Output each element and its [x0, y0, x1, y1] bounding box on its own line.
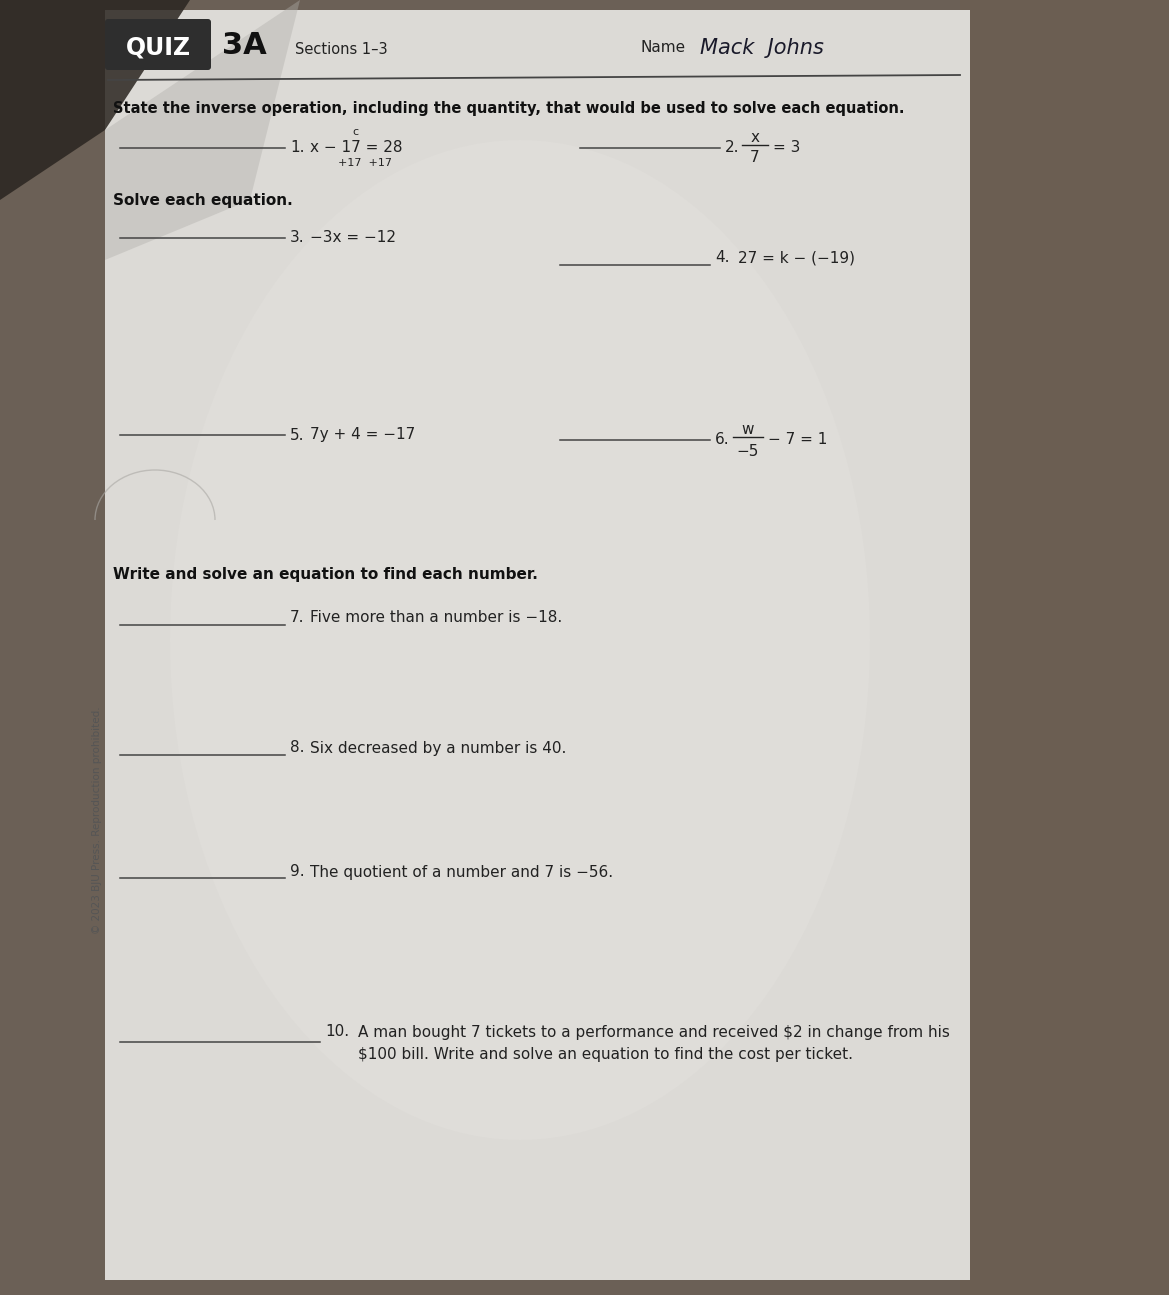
Text: −5: −5 [736, 444, 759, 460]
Polygon shape [105, 0, 300, 260]
Text: −3x = −12: −3x = −12 [310, 231, 396, 246]
Text: QUIZ: QUIZ [125, 35, 191, 60]
Text: Five more than a number is −18.: Five more than a number is −18. [310, 610, 562, 625]
Text: w: w [742, 422, 754, 438]
Text: 7: 7 [750, 150, 760, 166]
Text: Mack  Johns: Mack Johns [700, 38, 824, 58]
Text: x − 17 = 28: x − 17 = 28 [310, 140, 402, 155]
FancyBboxPatch shape [105, 19, 210, 70]
Ellipse shape [170, 140, 870, 1140]
Text: 4.: 4. [715, 250, 729, 265]
Text: 27 = k − (−19): 27 = k − (−19) [738, 250, 855, 265]
Polygon shape [960, 0, 1169, 1295]
Text: x: x [750, 131, 760, 145]
Text: Name: Name [639, 40, 685, 56]
Text: 2.: 2. [725, 140, 740, 155]
Text: 3A: 3A [222, 31, 267, 60]
Text: 7.: 7. [290, 610, 304, 625]
Text: $100 bill. Write and solve an equation to find the cost per ticket.: $100 bill. Write and solve an equation t… [358, 1048, 853, 1062]
Text: Six decreased by a number is 40.: Six decreased by a number is 40. [310, 741, 566, 755]
Text: 6.: 6. [715, 433, 729, 448]
Text: Solve each equation.: Solve each equation. [113, 193, 292, 207]
Text: 10.: 10. [325, 1024, 350, 1040]
Text: = 3: = 3 [773, 140, 801, 155]
Text: 9.: 9. [290, 865, 305, 879]
Text: 1.: 1. [290, 140, 304, 155]
Text: − 7 = 1: − 7 = 1 [768, 433, 828, 448]
Text: The quotient of a number and 7 is −56.: The quotient of a number and 7 is −56. [310, 865, 613, 879]
Text: Write and solve an equation to find each number.: Write and solve an equation to find each… [113, 567, 538, 583]
Polygon shape [105, 10, 970, 1279]
Text: 3.: 3. [290, 231, 305, 246]
Polygon shape [105, 10, 970, 1279]
Text: Sections 1–3: Sections 1–3 [295, 43, 388, 57]
Text: State the inverse operation, including the quantity, that would be used to solve: State the inverse operation, including t… [113, 101, 905, 115]
Text: +17  +17: +17 +17 [338, 158, 392, 168]
Text: 7y + 4 = −17: 7y + 4 = −17 [310, 427, 415, 443]
Text: A man bought 7 tickets to a performance and received $2 in change from his: A man bought 7 tickets to a performance … [358, 1024, 950, 1040]
Polygon shape [0, 0, 191, 199]
Text: 5.: 5. [290, 427, 304, 443]
Text: c: c [352, 127, 358, 137]
Text: © 2023 BJU Press. Reproduction prohibited.: © 2023 BJU Press. Reproduction prohibite… [92, 706, 102, 934]
Text: 8.: 8. [290, 741, 304, 755]
